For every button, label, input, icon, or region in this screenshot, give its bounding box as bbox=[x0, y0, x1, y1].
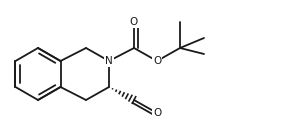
Text: O: O bbox=[153, 56, 161, 66]
Text: O: O bbox=[130, 17, 138, 27]
Text: N: N bbox=[105, 56, 113, 66]
Text: O: O bbox=[153, 108, 161, 118]
